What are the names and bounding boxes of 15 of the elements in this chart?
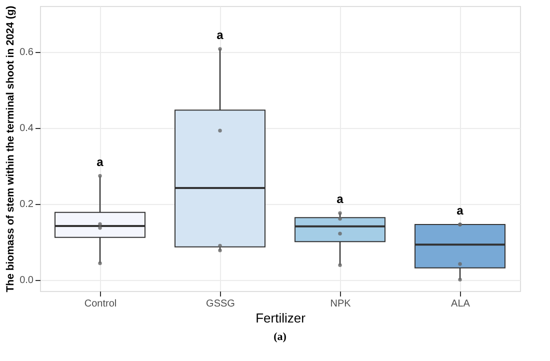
- x-tick-label: ALA: [451, 298, 470, 310]
- annotation: a: [456, 204, 464, 218]
- y-tick-label: 0.6: [20, 47, 34, 58]
- x-tick-label: NPK: [330, 298, 352, 310]
- annotation: a: [96, 155, 104, 170]
- y-tick-label: 0.4: [20, 123, 34, 134]
- y-tick-label: 0.0: [20, 275, 34, 286]
- annotation: a: [216, 28, 224, 42]
- y-axis-title: The biomass of stem within the terminal shoot in 2024 (g): [4, 6, 17, 292]
- annotation: a: [336, 192, 344, 206]
- text: (a): [274, 331, 287, 343]
- y-tick-label: 0.2: [20, 199, 34, 210]
- x-tick-label: GSSG: [206, 298, 236, 310]
- x-tick-label: Control: [84, 298, 117, 310]
- x-axis-title: Fertilizer: [256, 310, 306, 326]
